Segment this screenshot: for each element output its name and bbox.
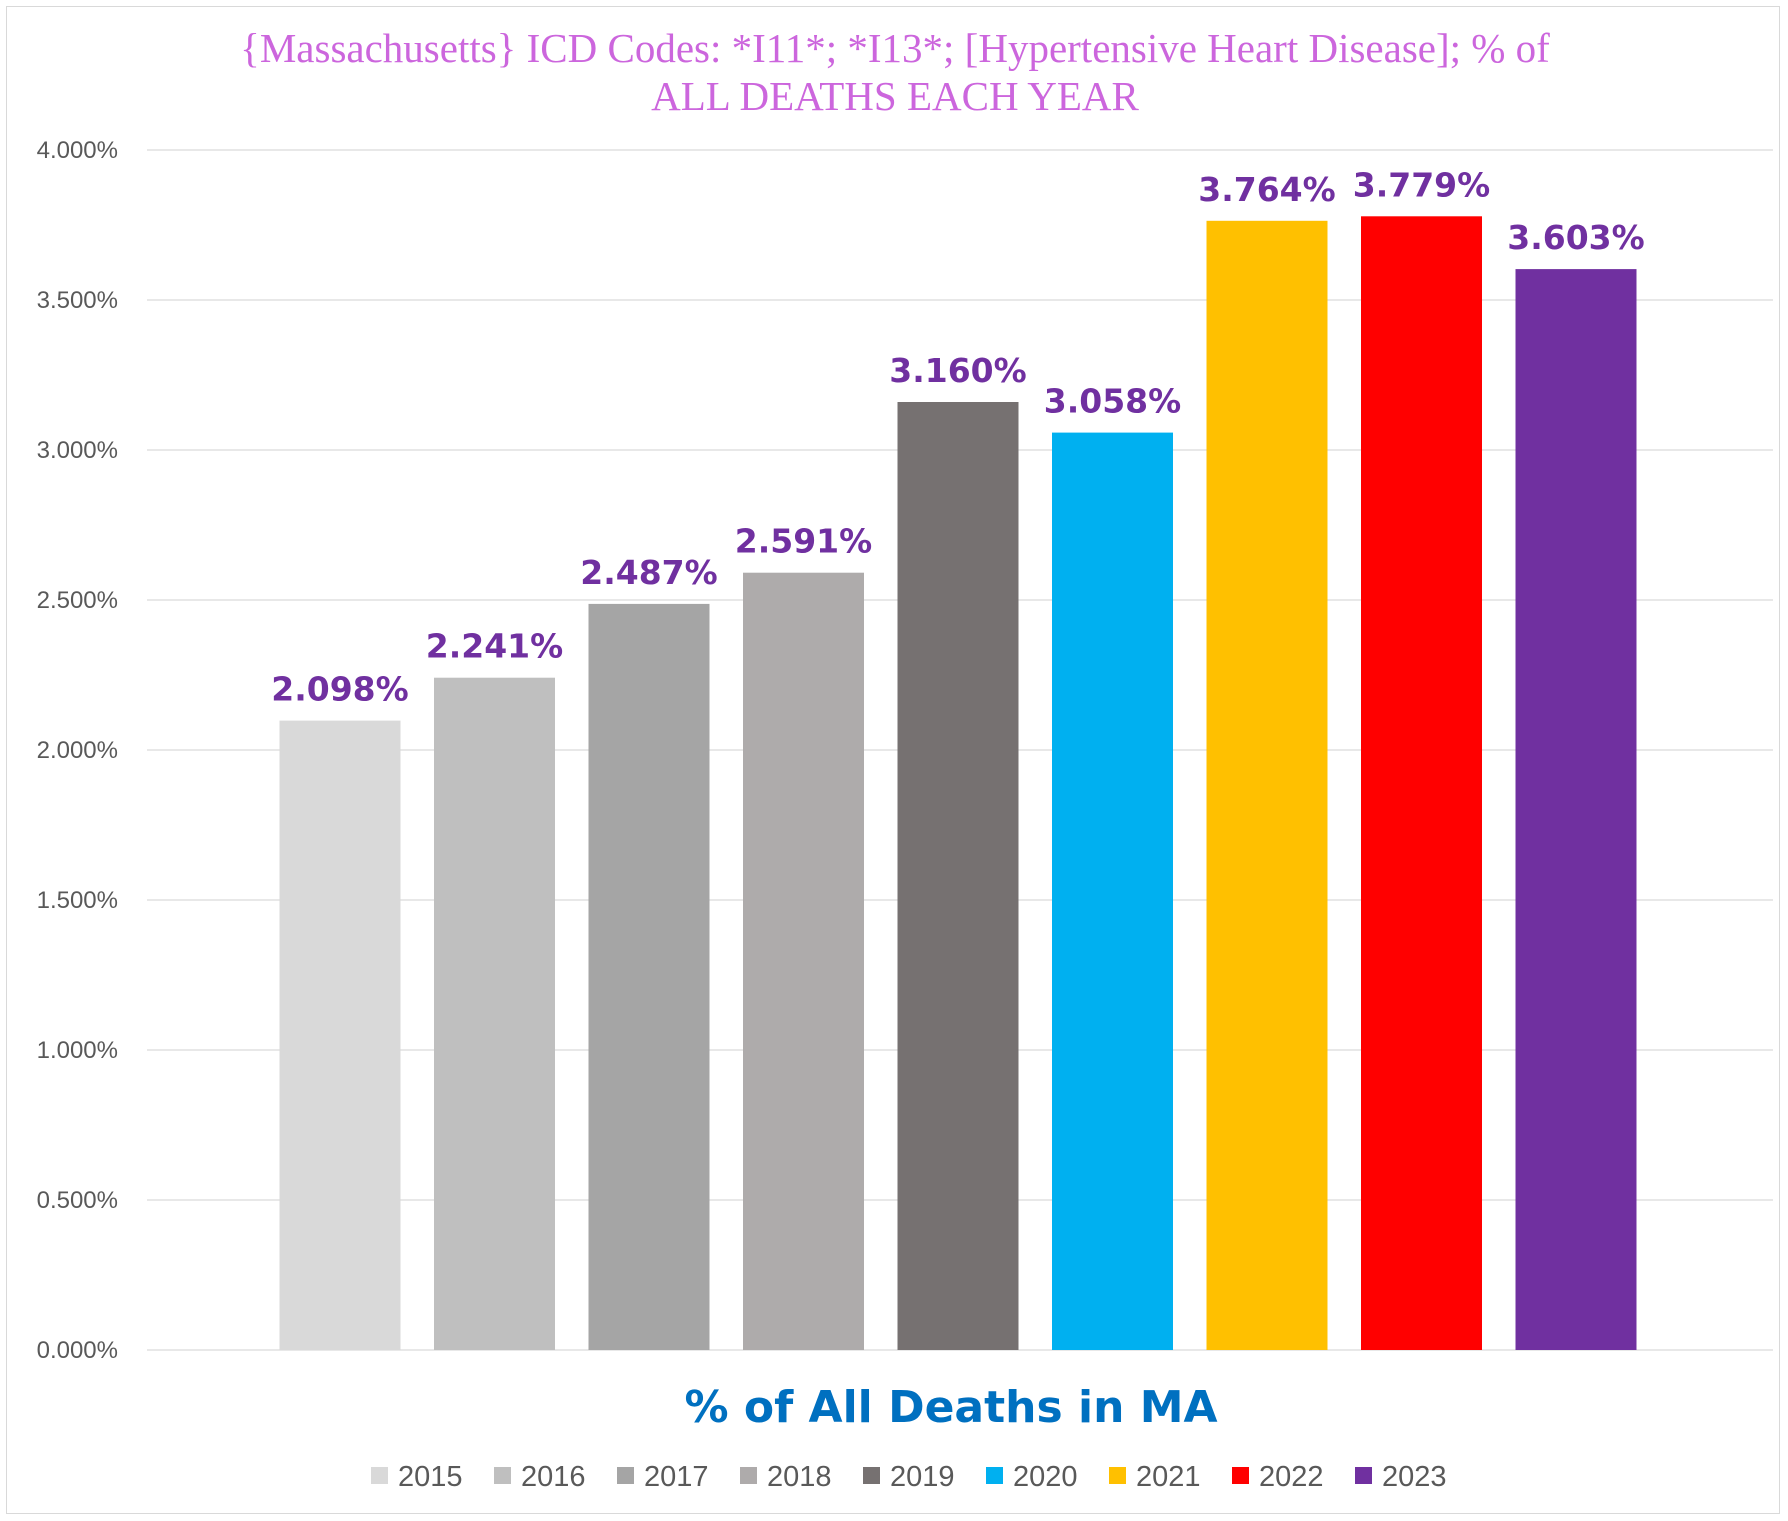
x-axis-title: % of All Deaths in MA [684, 1382, 1217, 1433]
legend-swatch-2021 [1109, 1467, 1126, 1484]
data-label-2022: 3.779% [1353, 165, 1490, 204]
legend-label-2021: 2021 [1136, 1461, 1201, 1493]
y-axis-tick-labels: 0.000% 0.500% 1.000% 1.500% 2.000% 2.500% 3.00… [37, 137, 118, 1364]
legend-label-2017: 2017 [644, 1461, 709, 1493]
bar-2019 [897, 402, 1019, 1350]
legend: 2015 2016 2017 2018 2019 2020 2021 2022 2023 [371, 1461, 1447, 1493]
bar-2015 [279, 720, 401, 1350]
bar-2018 [743, 572, 864, 1350]
legend-label-2019: 2019 [890, 1461, 955, 1493]
legend-label-2022: 2022 [1259, 1461, 1324, 1493]
bars [279, 216, 1637, 1351]
data-label-2019: 3.160% [889, 351, 1026, 390]
bar-2020 [1052, 432, 1173, 1351]
data-label-2017: 2.487% [580, 553, 717, 592]
bar-2016 [434, 677, 555, 1350]
y-tick-label: 3.500% [37, 287, 118, 314]
data-label-2015: 2.098% [271, 670, 408, 709]
legend-label-2018: 2018 [767, 1461, 832, 1493]
legend-swatch-2020 [986, 1467, 1003, 1484]
data-label-2016: 2.241% [426, 627, 563, 666]
legend-label-2023: 2023 [1382, 1461, 1447, 1493]
y-tick-label: 1.500% [37, 887, 118, 914]
bar-2023 [1515, 269, 1637, 1351]
legend-swatch-2019 [863, 1467, 880, 1484]
legend-label-2016: 2016 [521, 1461, 586, 1493]
bar-chart: {Massachusetts} ICD Codes: *I11*; *I13*;… [37, 25, 1773, 1493]
data-label-2021: 3.764% [1198, 170, 1335, 209]
y-tick-label: 4.000% [37, 137, 118, 164]
chart-title-line-1: {Massachusetts} ICD Codes: *I11*; *I13*;… [240, 25, 1550, 71]
data-label-2020: 3.058% [1044, 382, 1181, 421]
data-labels: 2.098% 2.241% 2.487% 2.591% 3.160% 3.058% 3.76… [271, 165, 1644, 708]
legend-swatch-2016 [494, 1467, 511, 1484]
data-label-2018: 2.591% [735, 522, 872, 561]
data-label-2023: 3.603% [1507, 218, 1644, 257]
legend-label-2015: 2015 [398, 1461, 463, 1493]
y-tick-label: 0.000% [37, 1337, 118, 1364]
y-tick-label: 2.000% [37, 737, 118, 764]
legend-swatch-2015 [371, 1467, 388, 1484]
bar-2017 [588, 603, 710, 1350]
y-tick-label: 1.000% [37, 1037, 118, 1064]
legend-swatch-2023 [1355, 1467, 1372, 1484]
legend-swatch-2018 [740, 1467, 757, 1484]
legend-swatch-2017 [617, 1467, 634, 1484]
y-tick-label: 0.500% [37, 1187, 118, 1214]
legend-label-2020: 2020 [1013, 1461, 1078, 1493]
y-tick-label: 3.000% [37, 437, 118, 464]
bar-2021 [1206, 220, 1328, 1350]
legend-swatch-2022 [1232, 1467, 1249, 1484]
chart-frame: {Massachusetts} ICD Codes: *I11*; *I13*;… [6, 6, 1780, 1514]
y-tick-label: 2.500% [37, 587, 118, 614]
bar-2022 [1361, 216, 1482, 1350]
chart-title-line-2: ALL DEATHS EACH YEAR [651, 73, 1139, 119]
